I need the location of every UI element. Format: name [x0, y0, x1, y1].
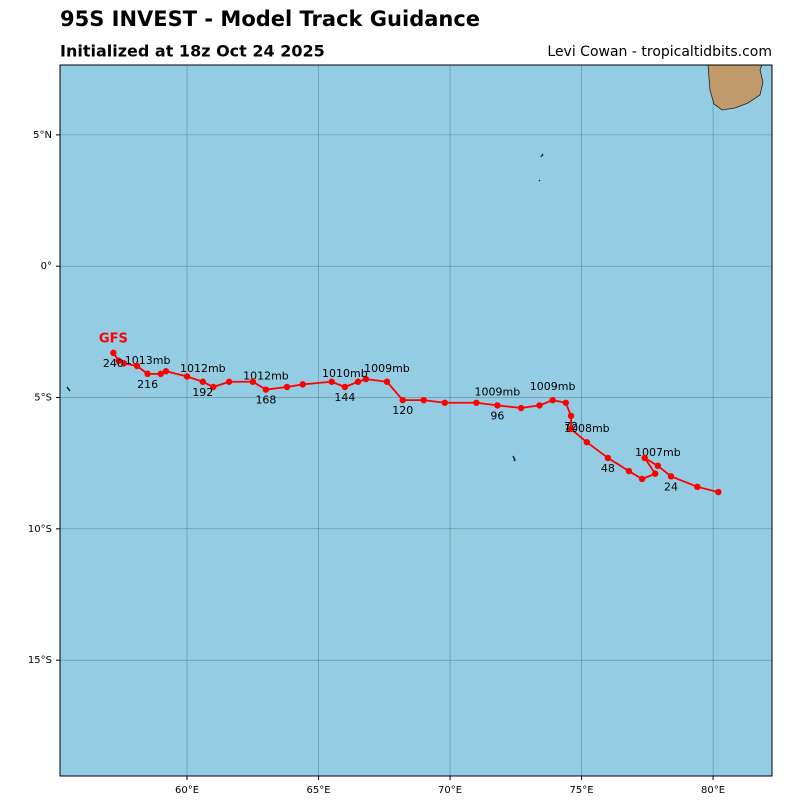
- island: [540, 153, 544, 158]
- track-point: [654, 462, 662, 470]
- pressure-label: 1009mb: [530, 380, 576, 393]
- track-point: [110, 349, 117, 357]
- track-point: [399, 396, 406, 404]
- track-point: [199, 378, 207, 385]
- pressure-label: 1009mb: [475, 385, 521, 398]
- y-tick-label: 0°: [41, 261, 52, 272]
- track-layer: 241007mb481008mb721009mb961009mb1201009m…: [99, 331, 722, 496]
- track-point: [341, 383, 349, 391]
- track-point: [249, 378, 256, 385]
- track-point: [549, 396, 556, 404]
- x-tick-label: 80°E: [701, 785, 725, 796]
- hour-label: 72: [564, 420, 578, 433]
- pressure-label: 1010mb: [322, 367, 368, 380]
- model-label: GFS: [99, 331, 128, 346]
- track-point: [354, 378, 362, 385]
- track-point: [283, 383, 291, 391]
- pressure-label: 1009mb: [364, 362, 410, 375]
- map-title: 95S INVEST - Model Track Guidance: [60, 7, 480, 31]
- track-point: [133, 362, 141, 370]
- track-point: [144, 370, 151, 378]
- track-point: [517, 404, 525, 412]
- y-tick-label: 10°S: [28, 524, 52, 535]
- track-point: [262, 386, 270, 393]
- track-point: [328, 378, 335, 385]
- track-point: [420, 396, 427, 404]
- track-point: [183, 373, 191, 380]
- hour-label: 48: [601, 462, 615, 475]
- map-subtitle: Initialized at 18z Oct 24 2025: [60, 42, 325, 61]
- hour-label: 24: [664, 480, 678, 493]
- hour-label: 240: [103, 357, 124, 370]
- track-point: [441, 399, 449, 406]
- hour-label: 192: [192, 386, 213, 399]
- track-point: [604, 454, 612, 462]
- y-tick-label: 5°S: [34, 393, 52, 404]
- x-tick-label: 65°E: [307, 785, 331, 796]
- track-point: [583, 438, 591, 446]
- y-tick-label: 5°N: [33, 130, 52, 141]
- track-point: [162, 368, 170, 375]
- track-point: [120, 360, 128, 367]
- track-point: [641, 454, 648, 462]
- track-point: [115, 357, 122, 364]
- hour-label: 144: [334, 391, 355, 404]
- island: [538, 179, 541, 182]
- island: [512, 455, 516, 462]
- track-point: [567, 425, 575, 433]
- land: [707, 64, 764, 111]
- y-tick-label: 15°S: [28, 655, 52, 666]
- track-point: [715, 488, 722, 496]
- track-point: [536, 402, 543, 409]
- pressure-label: 1008mb: [564, 422, 610, 435]
- hour-label: 168: [255, 394, 276, 407]
- grid: [60, 65, 772, 776]
- hour-label: 120: [392, 404, 413, 417]
- x-tick-label: 70°E: [438, 785, 462, 796]
- x-tick-label: 75°E: [570, 785, 594, 796]
- track-point: [638, 475, 646, 483]
- track-point: [225, 378, 233, 385]
- track-point: [567, 412, 575, 420]
- track-point: [625, 467, 633, 475]
- track-point: [362, 375, 370, 383]
- track-point: [652, 470, 659, 477]
- island: [66, 386, 71, 392]
- x-tick-label: 60°E: [175, 785, 199, 796]
- track-point: [694, 483, 701, 491]
- track-point: [562, 399, 569, 406]
- track-point: [299, 381, 306, 388]
- pressure-label: 1012mb: [180, 362, 226, 375]
- credit: Levi Cowan - tropicaltidbits.com: [547, 44, 772, 60]
- track-point: [473, 399, 480, 406]
- track-point: [157, 370, 164, 378]
- hour-label: 96: [490, 409, 504, 422]
- track-point: [494, 402, 501, 409]
- map-frame: [59, 64, 773, 777]
- ocean: [60, 65, 772, 776]
- pressure-label: 1013mb: [125, 354, 171, 367]
- track-point: [383, 378, 391, 385]
- track-point: [667, 473, 675, 480]
- hour-label: 216: [137, 378, 158, 391]
- track-point: [210, 383, 217, 391]
